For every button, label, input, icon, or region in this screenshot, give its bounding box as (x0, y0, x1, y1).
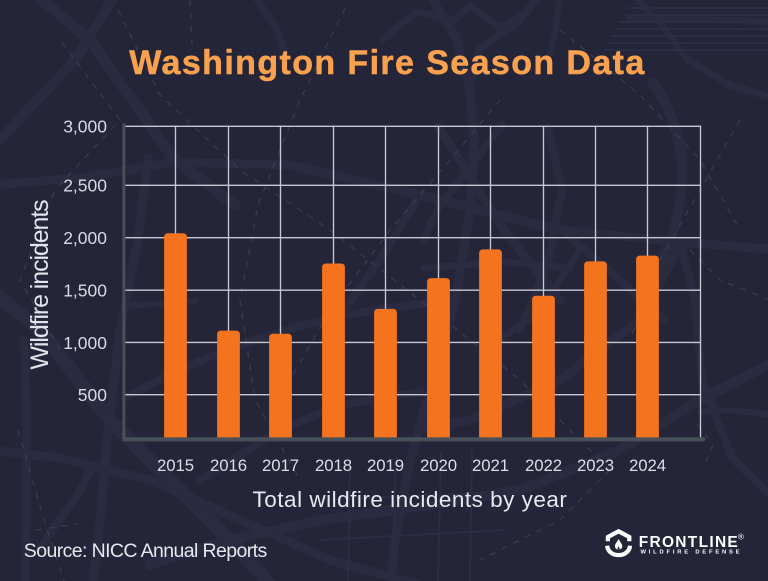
svg-text:2017: 2017 (262, 456, 299, 475)
svg-text:2,000: 2,000 (63, 228, 107, 248)
svg-text:Wildfire incidents: Wildfire incidents (26, 200, 54, 370)
svg-text:Total wildfire incidents by ye: Total wildfire incidents by year (253, 487, 568, 512)
svg-text:3,000: 3,000 (63, 117, 107, 137)
svg-text:2,500: 2,500 (63, 176, 107, 196)
svg-text:1,500: 1,500 (63, 281, 107, 301)
svg-text:500: 500 (78, 385, 107, 405)
svg-text:2019: 2019 (367, 456, 404, 475)
svg-text:2023: 2023 (577, 456, 614, 475)
svg-text:2016: 2016 (210, 456, 247, 475)
svg-text:2022: 2022 (525, 456, 562, 475)
svg-text:2024: 2024 (629, 456, 666, 475)
svg-text:2021: 2021 (472, 456, 509, 475)
svg-text:FRONTLINE: FRONTLINE (639, 534, 739, 551)
svg-text:Washington Fire Season Data: Washington Fire Season Data (129, 44, 645, 82)
svg-text:WILDFIRE DEFENSE: WILDFIRE DEFENSE (641, 550, 743, 556)
svg-text:2015: 2015 (157, 456, 194, 475)
svg-text:Source: NICC Annual Reports: Source: NICC Annual Reports (24, 540, 268, 562)
svg-text:®: ® (738, 533, 744, 542)
svg-text:2018: 2018 (315, 456, 352, 475)
svg-text:2020: 2020 (420, 456, 457, 475)
svg-text:1,000: 1,000 (63, 333, 107, 353)
